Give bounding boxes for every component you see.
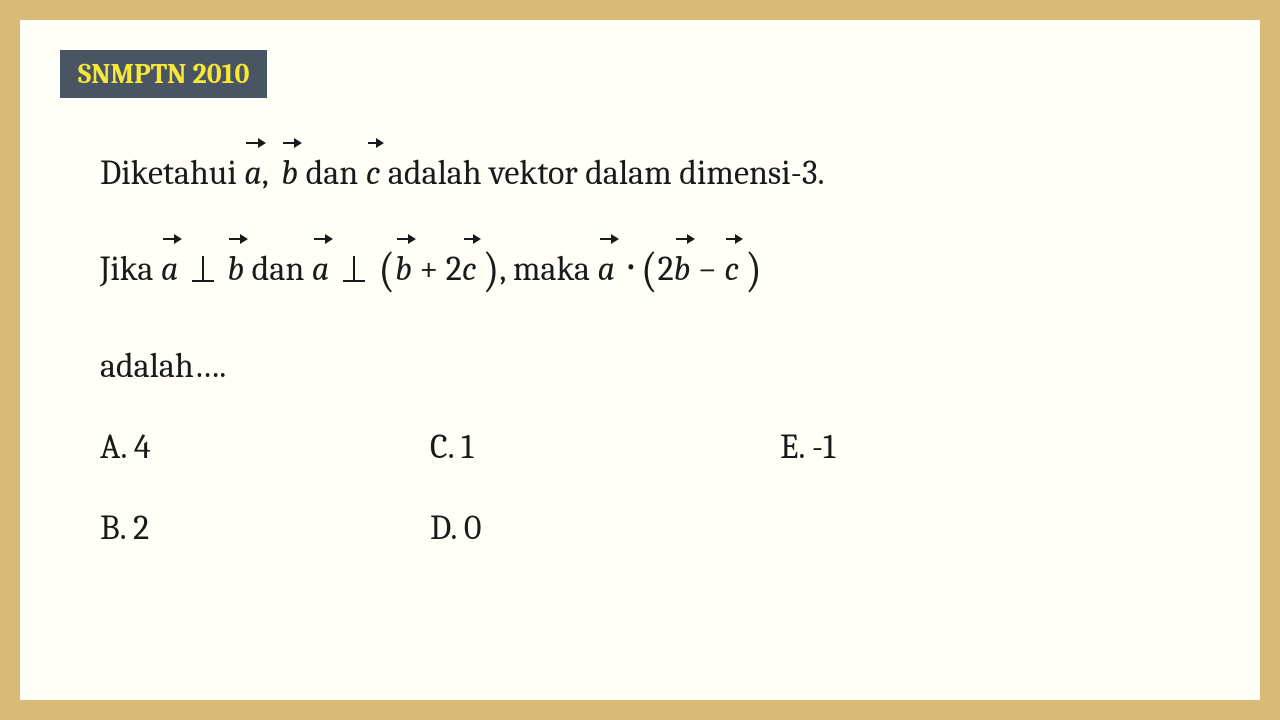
text: Diketahui [100,153,244,193]
question-card: SNMPTN 2010 Diketahui a, b dan c adalah … [20,20,1260,700]
option-d: D. 0 [430,503,780,554]
text [178,249,185,289]
option-a: A. 4 [100,422,430,473]
vector-b: b [227,244,244,295]
vector-b: b [395,244,412,295]
text: adalah vektor dalam dimensi-3. [380,153,824,193]
perp-symbol [343,256,365,282]
dot-symbol: · [629,246,634,286]
text: , maka [499,249,597,289]
perp-symbol [192,256,214,282]
option-e: E. -1 [780,422,1080,473]
question-line-1: Diketahui a, b dan c adalah vektor dalam… [100,148,1180,199]
vector-a: a [598,244,616,295]
text: dan [244,249,312,289]
source-badge: SNMPTN 2010 [60,50,267,98]
vector-b: b [674,244,691,295]
text: 2 [658,249,674,289]
option-b: B. 2 [100,503,430,554]
option-c: C. 1 [430,422,780,473]
text [329,249,336,289]
vector-a: a [244,148,262,199]
question-content: Diketahui a, b dan c adalah vektor dalam… [60,148,1220,554]
text [615,249,622,289]
question-line-3: adalah…. [100,341,1180,392]
text: + 2 [412,249,462,289]
vector-b: b [281,148,298,199]
vector-c: c [462,244,477,295]
vector-c: c [366,148,381,199]
question-line-2: Jika a b dan a (b + 2c), maka a · (2b − … [100,237,1180,303]
vector-a: a [312,244,330,295]
right-paren: ) [745,234,762,307]
answer-options: A. 4 C. 1 E. -1 B. 2 D. 0 [100,422,1180,554]
vector-a: a [161,244,179,295]
text: − [691,249,725,289]
left-paren: ( [641,234,658,307]
right-paren: ) [483,234,500,307]
vector-c: c [724,244,739,295]
text: , [262,153,275,193]
text: Jika [100,249,161,289]
left-paren: ( [378,234,395,307]
text: dan [298,153,366,193]
